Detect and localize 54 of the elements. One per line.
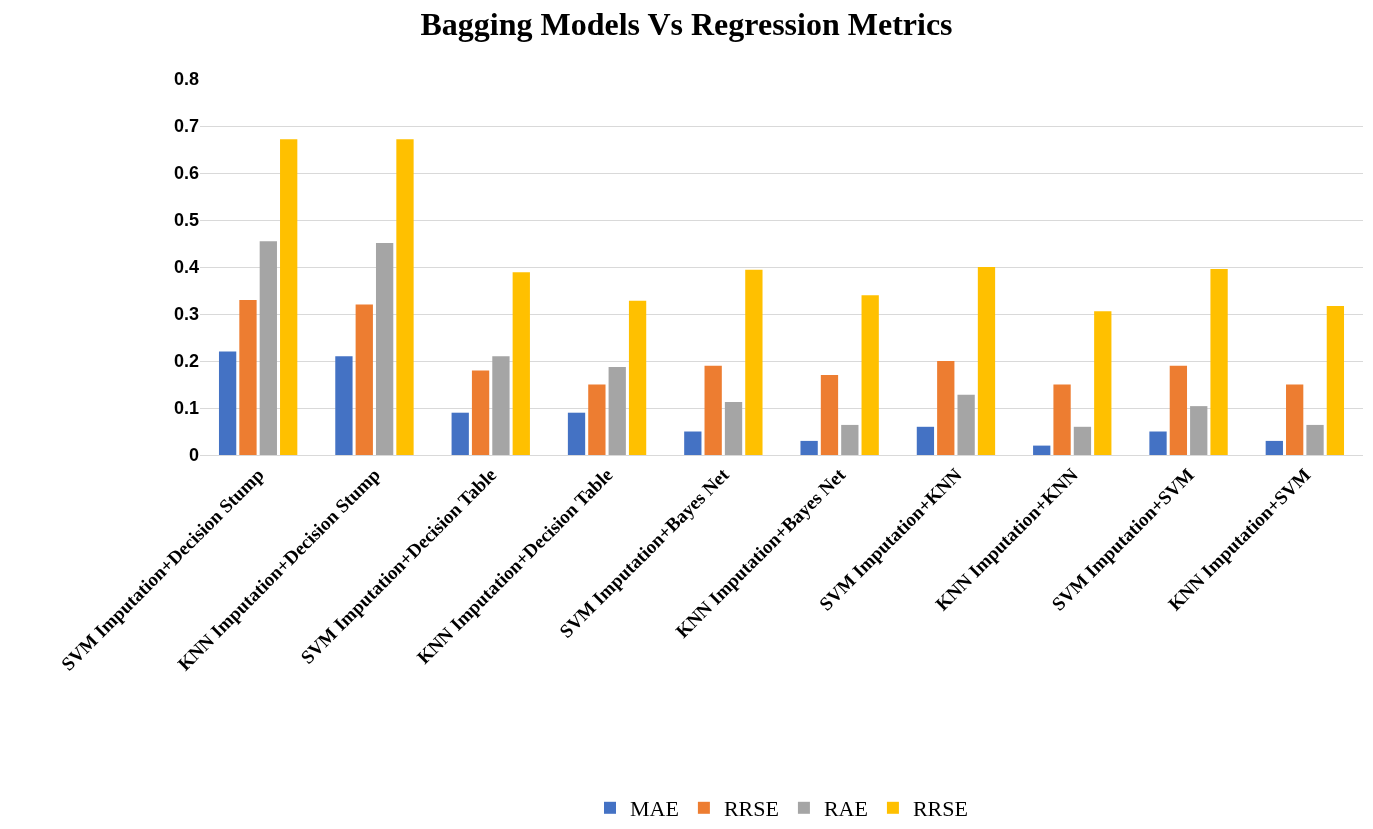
bar [1306, 424, 1324, 455]
bar [1169, 365, 1188, 455]
bar [820, 375, 839, 455]
bar [1326, 306, 1345, 455]
bar [977, 267, 996, 455]
bar [471, 370, 490, 455]
bar [396, 139, 414, 455]
bar [916, 426, 935, 455]
bar [745, 269, 763, 455]
y-tick-label: 0.5 [173, 210, 199, 231]
bar [1073, 426, 1092, 455]
y-tick-label: 0.4 [173, 257, 199, 278]
bar [512, 272, 530, 455]
y-tick-label: 0.7 [173, 116, 199, 137]
chart-title: Bagging Models Vs Regression Metrics [420, 5, 953, 42]
legend-label: RRSE [723, 796, 779, 822]
bar [1149, 431, 1167, 455]
legend-label: MAE [630, 796, 679, 822]
bar [1190, 406, 1208, 455]
bar [280, 139, 298, 455]
bar [861, 295, 879, 455]
bar [335, 356, 353, 455]
bar [1033, 445, 1051, 455]
y-tick-label: 0 [188, 445, 199, 466]
bar [1286, 384, 1304, 455]
bar [375, 243, 394, 455]
bar [567, 412, 586, 455]
bar [704, 365, 722, 455]
legend-label: RRSE [912, 796, 968, 822]
bar [239, 299, 257, 455]
legend-label: RAE [823, 796, 868, 822]
y-tick-label: 0.8 [173, 69, 199, 90]
bar [588, 384, 606, 455]
y-tick-label: 0.3 [173, 304, 199, 325]
bar [1053, 384, 1071, 455]
bar [492, 356, 510, 455]
bar [841, 424, 859, 455]
y-tick-label: 0.2 [173, 351, 199, 372]
bar [355, 304, 373, 455]
bar [684, 431, 702, 455]
bar [1265, 440, 1283, 455]
bar [1210, 268, 1228, 455]
bar [724, 401, 743, 455]
bar [957, 394, 975, 455]
bar [259, 241, 277, 455]
bar [800, 440, 818, 455]
bar [1094, 311, 1112, 455]
bar [218, 351, 237, 455]
bar [608, 367, 626, 455]
bar [628, 300, 647, 455]
y-tick-label: 0.1 [173, 398, 199, 419]
bar [451, 412, 469, 455]
bar [937, 361, 955, 455]
y-tick-label: 0.6 [173, 163, 199, 184]
